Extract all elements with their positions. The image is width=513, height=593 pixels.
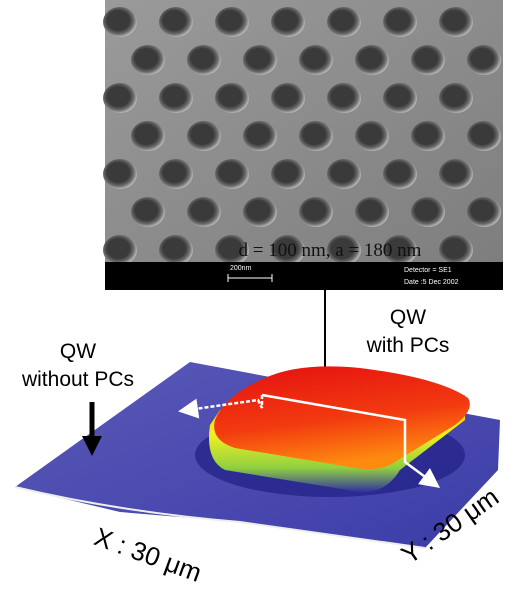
scale-bar-label: 200nm (230, 265, 252, 272)
hole (215, 7, 249, 37)
hole (439, 83, 473, 113)
hole (159, 235, 193, 265)
hole (467, 197, 501, 227)
sem-detector: Detector = SE1 (404, 267, 452, 274)
sem-date: Date :5 Dec 2002 (404, 279, 459, 286)
hole (327, 7, 361, 37)
hole (271, 159, 305, 189)
hole (383, 83, 417, 113)
label-with-pcs: with PCs (366, 334, 450, 357)
hole (411, 197, 445, 227)
hole (439, 7, 473, 37)
hole (243, 45, 277, 75)
label-qw-with: QW (390, 306, 426, 329)
hole (299, 121, 333, 151)
hole (187, 121, 221, 151)
hole (215, 83, 249, 113)
sem-image: d = 100 nm, a = 180 nm 200nm Detector = … (103, 0, 503, 290)
hole (131, 45, 165, 75)
hole (327, 83, 361, 113)
hole (439, 235, 473, 265)
hole (383, 7, 417, 37)
hole (411, 45, 445, 75)
hole (467, 121, 501, 151)
hole (131, 121, 165, 151)
hole (355, 197, 389, 227)
hole (103, 159, 137, 189)
figure: d = 100 nm, a = 180 nm 200nm Detector = … (0, 0, 513, 593)
hole (159, 159, 193, 189)
hole (355, 121, 389, 151)
hole (103, 7, 137, 37)
hole (103, 235, 137, 265)
sem-caption: d = 100 nm, a = 180 nm (239, 240, 422, 261)
hole (187, 197, 221, 227)
hole (271, 83, 305, 113)
hole (187, 45, 221, 75)
x-axis-label: X : 30 μm (90, 521, 205, 587)
hole (327, 159, 361, 189)
hole (243, 197, 277, 227)
hole (243, 121, 277, 151)
hole (159, 83, 193, 113)
hole (159, 7, 193, 37)
hole (355, 45, 389, 75)
hole (383, 159, 417, 189)
hole (103, 83, 137, 113)
hole (271, 7, 305, 37)
hole (299, 197, 333, 227)
hole (131, 197, 165, 227)
hole (439, 159, 473, 189)
label-without-pcs: without PCs (21, 368, 134, 391)
hole (467, 45, 501, 75)
hole (299, 45, 333, 75)
hole (215, 159, 249, 189)
label-qw-without: QW (60, 340, 96, 363)
hole (411, 121, 445, 151)
